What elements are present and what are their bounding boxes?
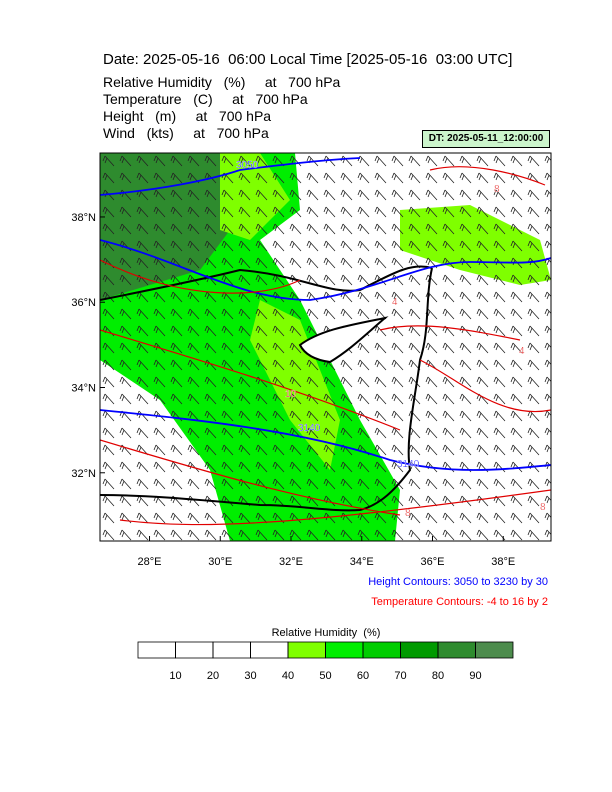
coastline xyxy=(100,265,433,512)
y-tick-label: 38°N xyxy=(71,212,96,224)
contour-label: 3140 xyxy=(397,459,420,470)
colorbar-label: 40 xyxy=(282,670,294,682)
colorbar-box xyxy=(362,641,401,659)
colorbar-label: 60 xyxy=(357,670,369,682)
dt-label: DT: 2025-05-11_12:00:00 xyxy=(422,130,550,148)
contour-label: 8 xyxy=(540,502,546,513)
colorbar-label: 10 xyxy=(169,670,181,682)
colorbar-label: 80 xyxy=(432,670,444,682)
y-tick-label: 36°N xyxy=(71,297,96,309)
contour-label: 4 xyxy=(519,346,525,357)
subtitle: Temperature (C) at 700 hPa xyxy=(103,91,308,107)
temperature-contour xyxy=(100,166,551,526)
colorbar-box xyxy=(475,641,514,659)
colorbar-box xyxy=(212,641,251,659)
contour-label: 3050 xyxy=(236,160,259,171)
colorbar-box xyxy=(325,641,364,659)
x-tick-label: 34°E xyxy=(350,556,374,568)
contour-label: 8 xyxy=(405,508,411,519)
colorbar-label: 90 xyxy=(469,670,481,682)
subtitle: Relative Humidity (%) at 700 hPa xyxy=(103,74,341,90)
map-frame xyxy=(99,152,552,542)
x-tick-label: 36°E xyxy=(421,556,445,568)
x-tick-label: 32°E xyxy=(279,556,303,568)
colorbar-box xyxy=(400,641,439,659)
x-tick-label: 28°E xyxy=(138,556,162,568)
contour-label: 8 xyxy=(494,184,500,195)
height-contour xyxy=(100,239,551,301)
colorbar-box xyxy=(137,641,176,659)
colorbar-label: 20 xyxy=(207,670,219,682)
colorbar-label: 30 xyxy=(244,670,256,682)
subtitle: Height (m) at 700 hPa xyxy=(103,108,272,124)
temperature-note: Temperature Contours: -4 to 16 by 2 xyxy=(371,596,548,608)
x-tick-label: 30°E xyxy=(208,556,232,568)
colorbar-box xyxy=(437,641,476,659)
contour-label: 4 xyxy=(392,297,398,308)
height-contour xyxy=(100,409,551,471)
height-note: Height Contours: 3050 to 3230 by 30 xyxy=(368,576,548,588)
colorbar-label: 50 xyxy=(319,670,331,682)
colorbar-label: 70 xyxy=(394,670,406,682)
colorbar-box xyxy=(287,641,326,659)
map-body xyxy=(100,153,551,541)
coastline xyxy=(298,316,389,364)
colorbar-title: Relative Humidity (%) xyxy=(271,627,381,639)
title: Date: 2025-05-16 06:00 Local Time [2025-… xyxy=(103,51,513,68)
height-contour xyxy=(100,157,361,196)
colorbar-box xyxy=(175,641,214,659)
contour-label: 3140 xyxy=(298,423,321,434)
y-tick-label: 34°N xyxy=(71,383,96,395)
y-tick-label: 32°N xyxy=(71,468,96,480)
x-tick-label: 38°E xyxy=(491,556,515,568)
colorbar-box xyxy=(250,641,289,659)
contour-label: 10 xyxy=(285,389,297,400)
subtitle: Wind (kts) at 700 hPa xyxy=(103,125,269,141)
